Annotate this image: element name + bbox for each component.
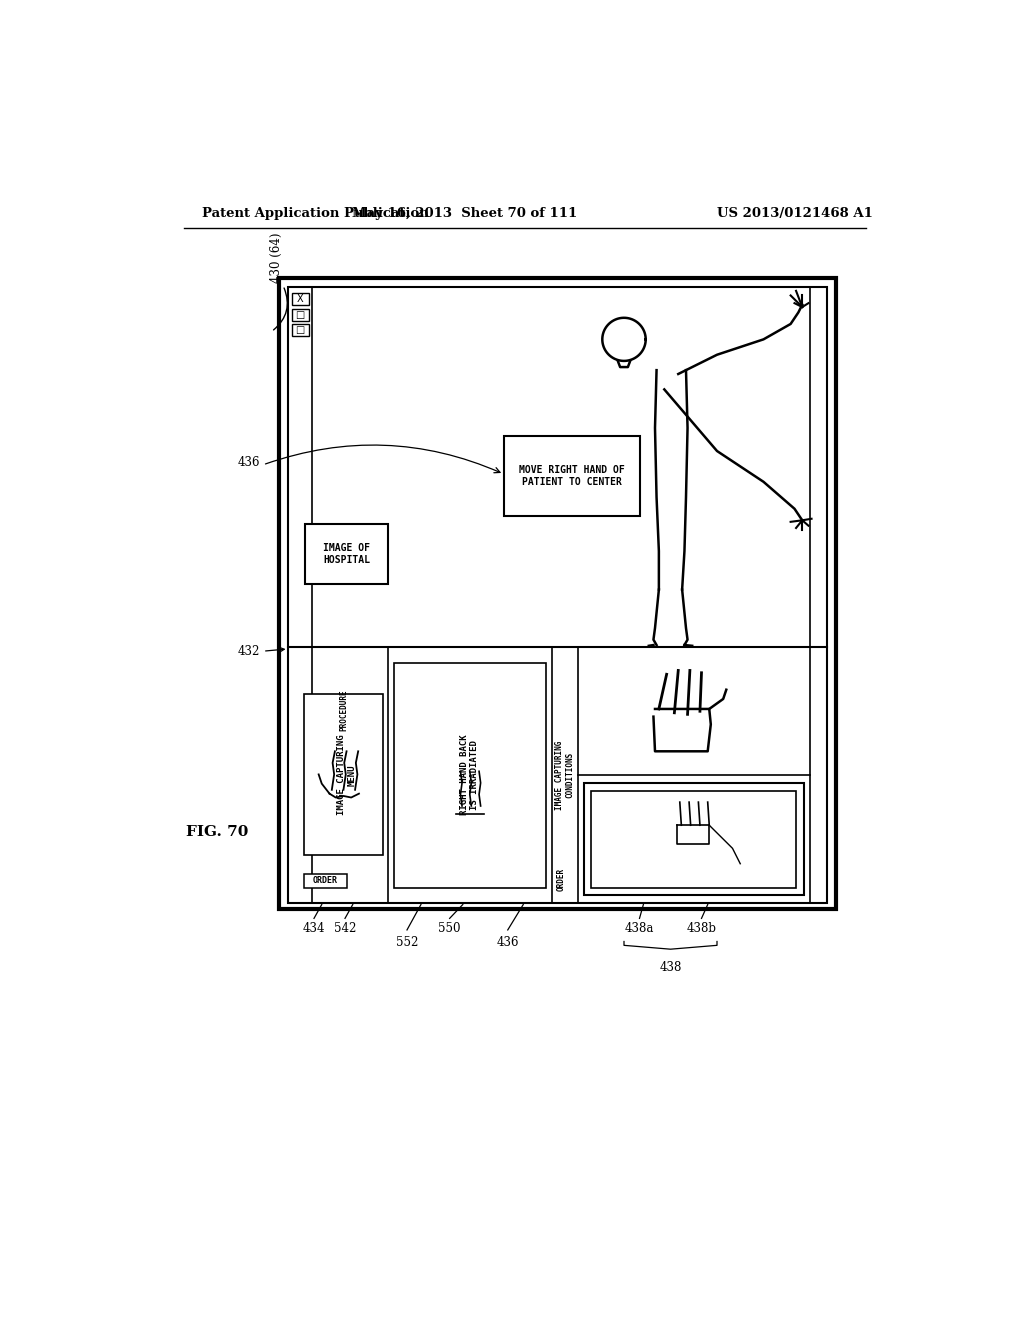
Text: 550: 550 bbox=[438, 923, 461, 936]
Bar bbox=[305, 524, 388, 585]
Bar bbox=[394, 663, 546, 887]
Bar bbox=[304, 693, 383, 855]
Text: 438: 438 bbox=[659, 961, 682, 974]
Bar bbox=[304, 874, 346, 887]
Text: 438a: 438a bbox=[625, 923, 654, 936]
Bar bbox=[280, 277, 836, 909]
Text: □: □ bbox=[296, 310, 305, 319]
Text: MOVE RIGHT HAND OF
PATIENT TO CENTER: MOVE RIGHT HAND OF PATIENT TO CENTER bbox=[519, 465, 625, 487]
Bar bbox=[292, 309, 308, 321]
Text: 436: 436 bbox=[497, 936, 519, 949]
Text: May 16, 2013  Sheet 70 of 111: May 16, 2013 Sheet 70 of 111 bbox=[352, 207, 578, 220]
Bar bbox=[289, 286, 827, 903]
Text: US 2013/0121468 A1: US 2013/0121468 A1 bbox=[717, 207, 872, 220]
Text: ORDER: ORDER bbox=[312, 876, 338, 886]
Bar bbox=[292, 323, 308, 337]
Text: Patent Application Publication: Patent Application Publication bbox=[202, 207, 428, 220]
Text: 438b: 438b bbox=[686, 923, 717, 936]
Text: IMAGE OF
HOSPITAL: IMAGE OF HOSPITAL bbox=[323, 544, 370, 565]
Text: FIG. 70: FIG. 70 bbox=[186, 825, 248, 840]
Bar bbox=[292, 293, 308, 305]
Bar bbox=[592, 791, 796, 887]
Text: ORDER: ORDER bbox=[556, 869, 565, 891]
Text: PROCEDURE: PROCEDURE bbox=[339, 689, 348, 731]
Text: □: □ bbox=[296, 325, 305, 335]
Bar bbox=[504, 436, 640, 516]
Text: 552: 552 bbox=[396, 936, 418, 949]
Text: IMAGE CAPTURING
MENU: IMAGE CAPTURING MENU bbox=[337, 735, 356, 816]
Text: 434: 434 bbox=[303, 923, 326, 936]
Text: 432: 432 bbox=[238, 644, 260, 657]
Text: RIGHT HAND BACK
IS IRRADIATED: RIGHT HAND BACK IS IRRADIATED bbox=[460, 735, 479, 816]
Text: X: X bbox=[297, 294, 303, 305]
Text: 430 (64): 430 (64) bbox=[270, 232, 283, 284]
Text: 436: 436 bbox=[238, 455, 260, 469]
Bar bbox=[584, 783, 804, 895]
Text: IMAGE CAPTURING
CONDITIONS: IMAGE CAPTURING CONDITIONS bbox=[555, 741, 574, 810]
Text: 542: 542 bbox=[334, 923, 356, 936]
